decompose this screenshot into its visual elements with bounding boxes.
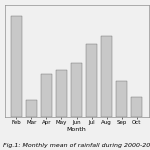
Bar <box>131 97 142 117</box>
Bar <box>11 16 22 117</box>
X-axis label: Month: Month <box>67 127 86 132</box>
Text: Fig.1: Monthly mean of rainfall during 2000-2013: Fig.1: Monthly mean of rainfall during 2… <box>3 144 150 148</box>
Bar <box>26 100 37 117</box>
Bar <box>41 74 52 117</box>
Bar <box>86 44 97 117</box>
Bar <box>56 70 67 117</box>
Bar <box>101 36 112 117</box>
Bar <box>116 81 127 117</box>
Bar <box>71 63 82 117</box>
